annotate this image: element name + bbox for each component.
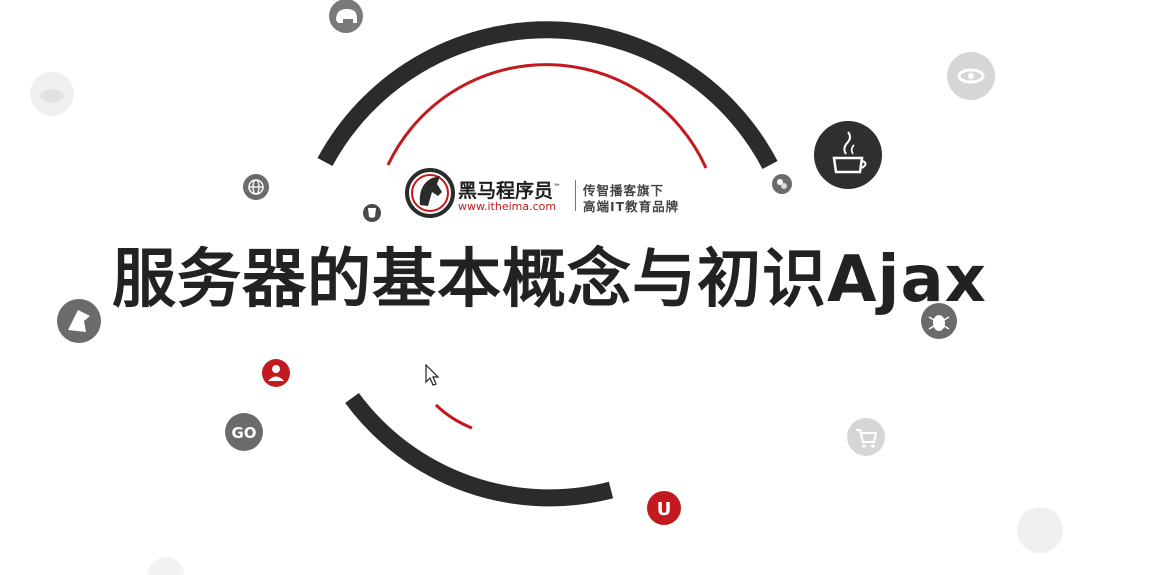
trademark-symbol: ™ [553,182,562,192]
slide-title: 服务器的基本概念与初识Ajax [112,243,987,317]
logo-slogan-line1: 传智播客旗下 [583,183,665,198]
mouse-cursor-icon [425,364,440,386]
u-label: U [657,499,672,520]
bug-icon [921,303,957,339]
u-brand-icon: U [647,491,681,525]
html5-icon [363,204,381,222]
go-label: GO [231,424,256,442]
java-icon [814,121,882,189]
cloud-icon [30,72,74,116]
linux-penguin-icon [57,299,101,343]
python-icon [772,174,792,194]
logo-name-text: 黑马程序员 [458,180,554,202]
bottom-red-arc [434,403,473,430]
elephant-icon [329,0,363,33]
logo-slogan-line2: 高端IT教育品牌 [583,199,680,214]
shopping-cart-icon [847,418,885,456]
eye-icon [947,52,995,100]
globe-icon [243,174,269,200]
faded-corner-icon [148,557,184,575]
logo-url: www.itheima.com [458,200,557,213]
horse-logo-icon [405,168,455,218]
logo-name: 黑马程序员™ [458,176,561,203]
bottom-dark-arc [345,392,614,507]
top-dark-arc [317,21,778,169]
go-icon: GO [225,413,263,451]
top-red-arc [386,63,708,169]
faded-bubble-icon [1017,507,1063,553]
user-icon [262,359,290,387]
logo-divider [575,180,576,211]
